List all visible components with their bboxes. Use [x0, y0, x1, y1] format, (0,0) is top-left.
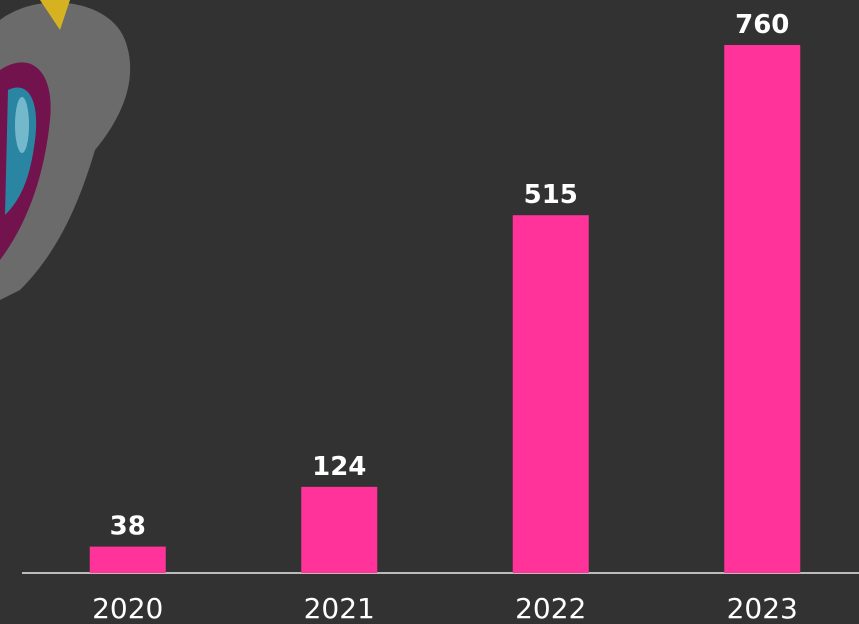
- x-tick-label: 2022: [515, 592, 586, 624]
- sticker-decoration: [0, 0, 131, 300]
- x-tick-label: 2023: [727, 592, 798, 624]
- value-label: 515: [524, 180, 578, 210]
- x-tick-label: 2020: [92, 592, 163, 624]
- value-label: 124: [312, 452, 366, 482]
- value-label: 760: [735, 10, 789, 40]
- x-tick-label: 2021: [304, 592, 375, 624]
- value-label: 38: [110, 512, 146, 542]
- bar: [301, 486, 378, 573]
- bar: [724, 45, 801, 573]
- bar: [512, 215, 589, 574]
- bar: [89, 546, 166, 573]
